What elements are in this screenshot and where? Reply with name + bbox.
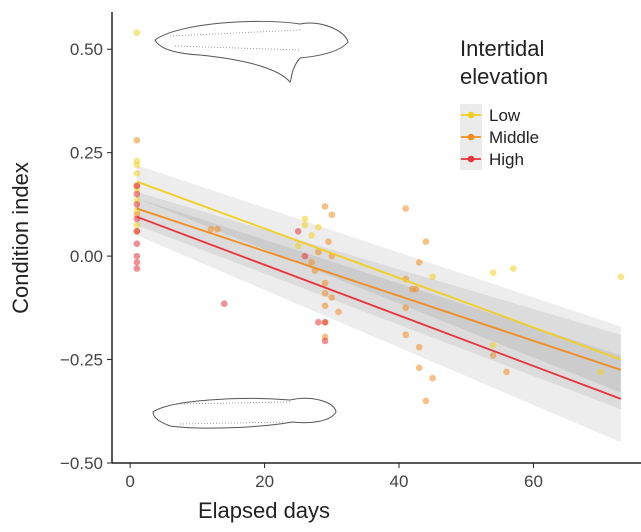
data-point bbox=[321, 290, 329, 297]
data-point bbox=[617, 273, 625, 281]
fit-line bbox=[136, 215, 622, 400]
data-point bbox=[412, 285, 420, 293]
legend-label: Middle bbox=[489, 128, 539, 147]
x-tick-label: 20 bbox=[255, 472, 274, 491]
data-point bbox=[325, 238, 332, 245]
data-point bbox=[301, 221, 309, 229]
data-point bbox=[294, 242, 302, 250]
data-point bbox=[402, 205, 410, 212]
fish-top-fins bbox=[169, 29, 301, 51]
data-point bbox=[489, 341, 497, 349]
data-point bbox=[308, 232, 315, 239]
legend-marker bbox=[467, 111, 475, 119]
data-point bbox=[402, 304, 410, 312]
data-point bbox=[133, 240, 141, 248]
data-point bbox=[328, 294, 336, 301]
legend-label: Low bbox=[489, 106, 521, 125]
data-point bbox=[335, 308, 342, 316]
data-point bbox=[133, 161, 141, 169]
data-point bbox=[133, 259, 141, 266]
data-point bbox=[415, 343, 423, 351]
data-point bbox=[489, 352, 497, 359]
data-point bbox=[489, 269, 497, 276]
fit-line bbox=[136, 207, 622, 371]
legend-marker bbox=[467, 155, 475, 163]
data-point bbox=[133, 265, 141, 272]
data-point bbox=[133, 136, 141, 144]
data-point bbox=[133, 227, 141, 235]
y-tick-label: 0.50 bbox=[70, 40, 103, 59]
data-point bbox=[321, 319, 329, 326]
fit-line bbox=[136, 180, 622, 361]
y-tick-label: −0.50 bbox=[60, 454, 103, 473]
data-point bbox=[402, 331, 410, 339]
data-point bbox=[509, 265, 517, 272]
data-point bbox=[133, 29, 141, 36]
data-point bbox=[429, 374, 436, 382]
y-tick-label: −0.25 bbox=[60, 351, 103, 370]
data-point bbox=[597, 368, 604, 376]
data-point bbox=[133, 252, 141, 260]
data-point bbox=[422, 397, 430, 405]
y-tick-label: 0.00 bbox=[70, 247, 103, 266]
data-point bbox=[214, 225, 221, 233]
fish-bottom-fins bbox=[174, 401, 291, 425]
fish-top bbox=[154, 20, 349, 83]
data-point bbox=[133, 170, 141, 177]
data-point bbox=[301, 252, 309, 260]
x-axis-title: Elapsed days bbox=[198, 498, 330, 523]
data-point bbox=[321, 302, 329, 310]
fish-illustrations bbox=[152, 20, 349, 429]
data-point bbox=[133, 190, 141, 198]
data-point bbox=[207, 225, 215, 233]
data-point bbox=[133, 182, 141, 190]
data-point bbox=[315, 319, 322, 326]
x-tick-label: 0 bbox=[125, 472, 134, 491]
data-point bbox=[315, 223, 322, 231]
confidence-band bbox=[136, 165, 621, 393]
legend-label: High bbox=[489, 150, 524, 169]
data-point bbox=[308, 259, 315, 266]
x-tick-label: 40 bbox=[390, 472, 409, 491]
data-point bbox=[294, 227, 302, 235]
data-point bbox=[321, 203, 329, 210]
x-tick-label: 60 bbox=[524, 472, 543, 491]
fish-bottom bbox=[152, 397, 337, 429]
confidence-band bbox=[136, 198, 621, 443]
legend-title: Intertidal bbox=[460, 36, 544, 61]
data-point bbox=[321, 337, 329, 345]
data-point bbox=[328, 211, 336, 219]
y-tick-label: 0.25 bbox=[70, 144, 103, 163]
data-point bbox=[422, 238, 430, 245]
confidence-band bbox=[136, 191, 621, 410]
data-point bbox=[301, 215, 309, 223]
data-point bbox=[133, 215, 141, 223]
data-point bbox=[220, 300, 228, 308]
data-point bbox=[133, 221, 141, 229]
data-point bbox=[321, 279, 329, 287]
legend-title: elevation bbox=[460, 64, 548, 89]
data-point bbox=[315, 248, 322, 256]
data-point bbox=[415, 259, 423, 266]
y-axis-title: Condition index bbox=[8, 162, 33, 314]
data-point bbox=[429, 273, 436, 281]
data-point bbox=[415, 364, 423, 372]
data-point bbox=[133, 201, 141, 208]
legend-marker bbox=[467, 133, 475, 141]
data-point bbox=[503, 368, 510, 376]
